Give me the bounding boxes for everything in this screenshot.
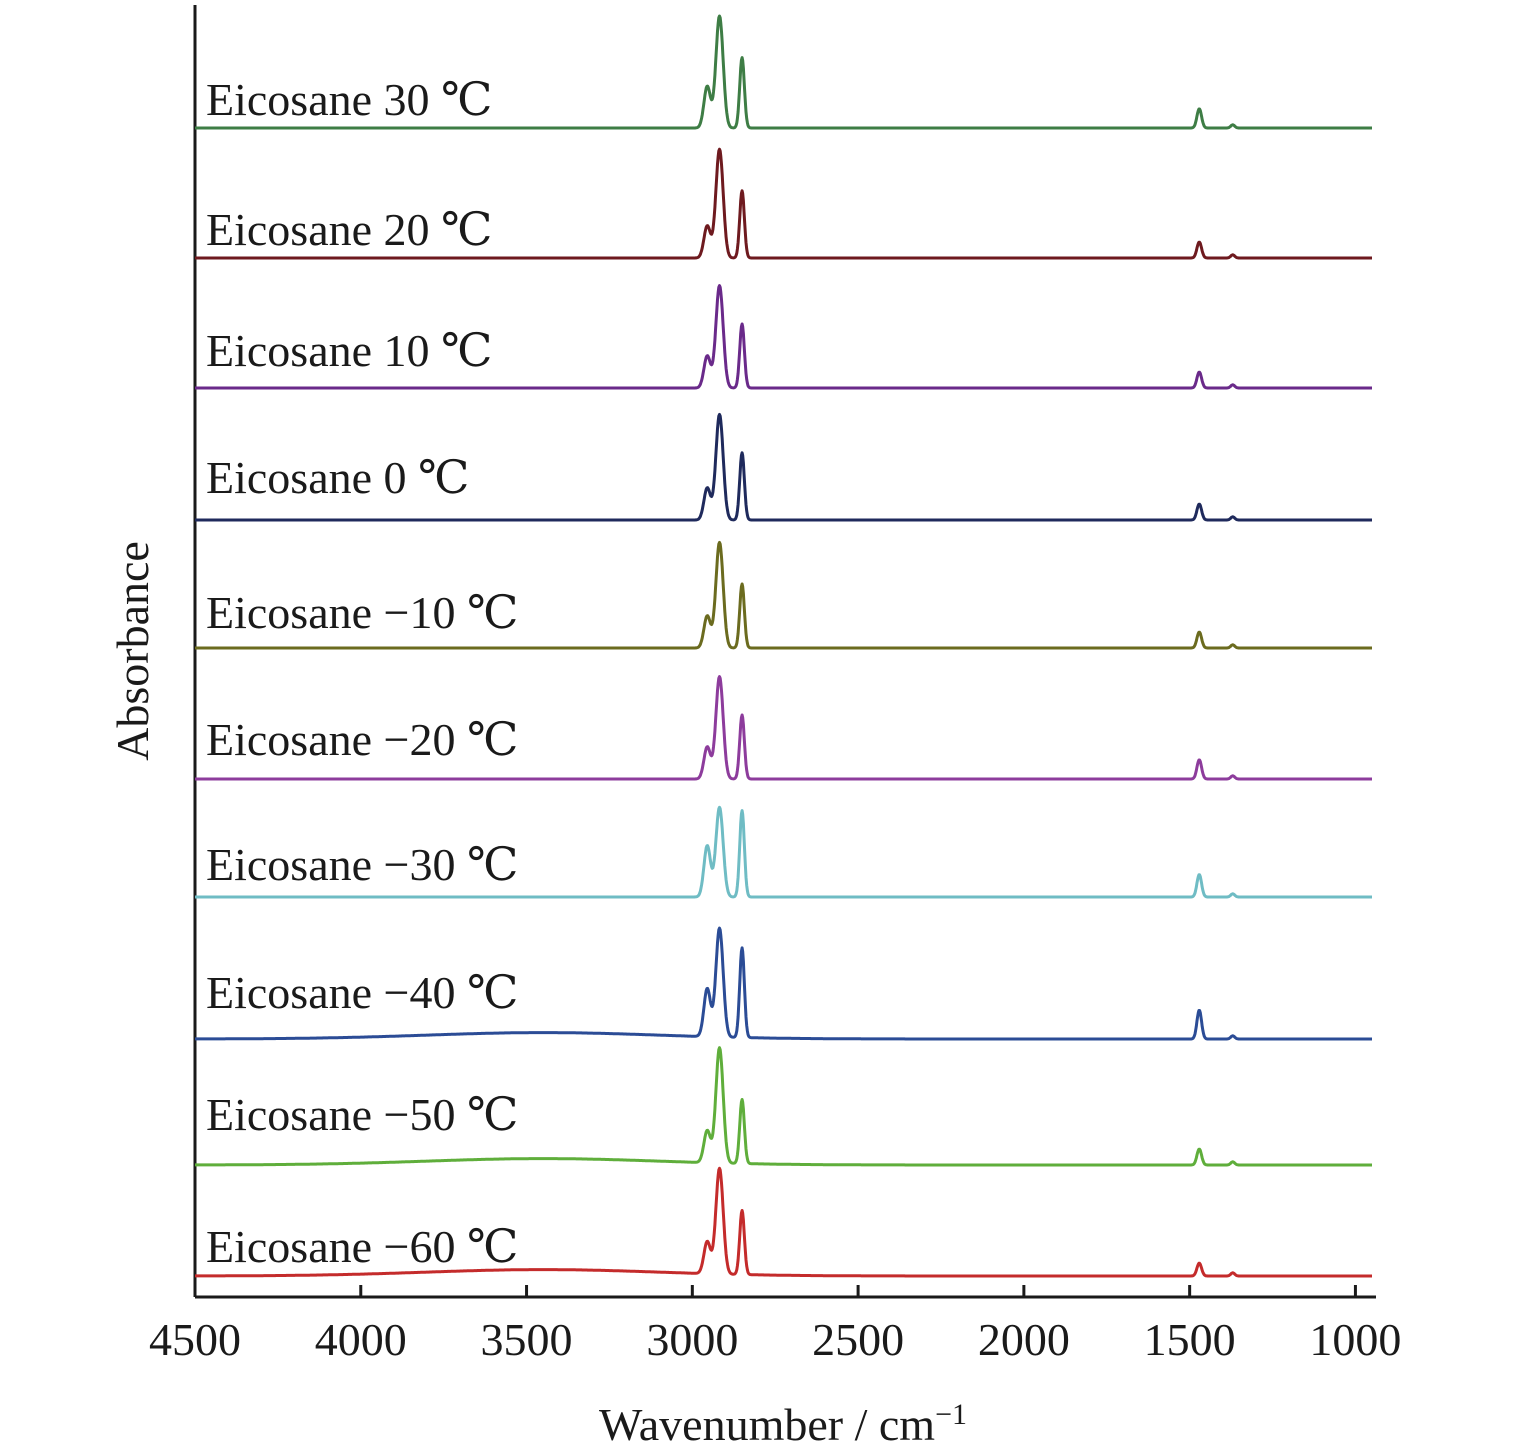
series-labels: Eicosane 30 ℃ Eicosane 20 ℃ Eicosane 10 ℃ E…: [206, 74, 518, 1272]
x-tick-label: 3000: [646, 1314, 738, 1365]
series-line: [194, 1166, 1373, 1278]
series-line: [194, 147, 1373, 260]
x-axis-label-superscript: −1: [935, 1398, 967, 1431]
x-tick-label: 1000: [1309, 1314, 1401, 1365]
series-line: [194, 412, 1373, 522]
series-line: [194, 540, 1373, 650]
y-axis-label: Absorbance: [107, 541, 158, 761]
series-label: Eicosane 20 ℃: [206, 204, 493, 255]
series-line: [194, 675, 1373, 781]
series-label: Eicosane −50 ℃: [206, 1089, 518, 1140]
x-axis-label: Wavenumber / cm−1: [599, 1398, 967, 1451]
series-label: Eicosane −10 ℃: [206, 587, 518, 638]
series-line: [194, 805, 1373, 899]
series-label: Eicosane −30 ℃: [206, 839, 518, 890]
x-tick-label: 4500: [149, 1314, 241, 1365]
series-label: Eicosane −60 ℃: [206, 1221, 518, 1272]
x-tick-label: 3500: [481, 1314, 573, 1365]
series-label: Eicosane 10 ℃: [206, 325, 493, 376]
series-label: Eicosane −40 ℃: [206, 967, 518, 1018]
x-tick-label: 4000: [315, 1314, 407, 1365]
series-group: [194, 14, 1373, 1278]
series-line: [194, 1046, 1373, 1167]
series-label: Eicosane −20 ℃: [206, 714, 518, 765]
series-label: Eicosane 0 ℃: [206, 452, 470, 503]
x-tick-label: 1500: [1144, 1314, 1236, 1365]
series-label: Eicosane 30 ℃: [206, 74, 493, 125]
series-line: [194, 14, 1373, 130]
series-line: [194, 284, 1373, 390]
x-tick-label: 2500: [812, 1314, 904, 1365]
series-line: [194, 926, 1373, 1041]
x-tick-label: 2000: [978, 1314, 1070, 1365]
x-axis-label-text: Wavenumber / cm: [599, 1399, 935, 1450]
x-axis-ticks: 4500 4000 3500 3000 2500 2000 1500 1000: [149, 1285, 1401, 1365]
